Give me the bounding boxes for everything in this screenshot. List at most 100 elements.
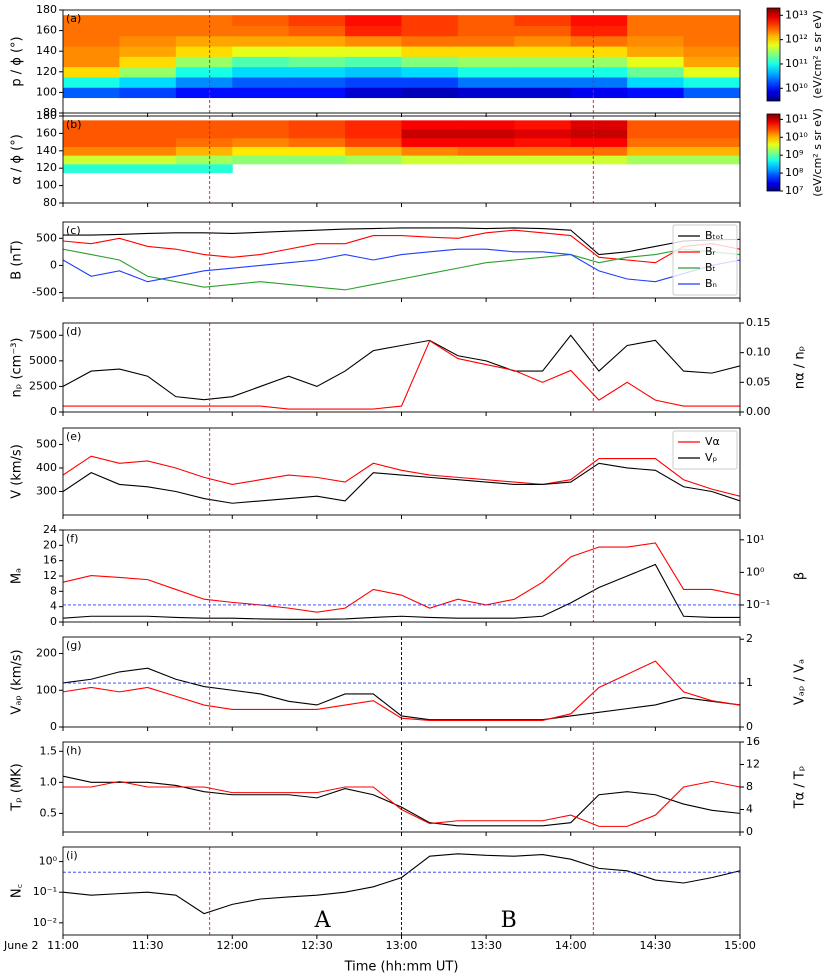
y-axis-label: Mₐ	[10, 568, 25, 584]
y-axis-label: α / ϕ (°)	[10, 134, 25, 185]
heatmap-cell	[570, 137, 628, 147]
heatmap-cell	[627, 87, 685, 99]
legend-box	[672, 430, 738, 470]
heatmap-cell	[627, 15, 685, 26]
y2-tick-label: 4	[746, 803, 753, 816]
heatmap-cell	[514, 46, 572, 57]
y2-tick-label: 8	[746, 780, 753, 793]
heatmap-cell	[345, 66, 402, 78]
y-tick-label: 120	[36, 65, 57, 78]
heatmap-cell	[683, 120, 740, 130]
heatmap-cell	[457, 155, 515, 165]
heatmap-cell	[119, 129, 177, 139]
heatmap-cell	[288, 56, 346, 68]
heatmap-cell	[570, 129, 628, 139]
heatmap-cell	[683, 35, 740, 47]
y-axis-label: Tₚ (MK)	[10, 763, 25, 812]
x-tick-label: 13:30	[470, 939, 502, 952]
heatmap-cell	[175, 56, 233, 68]
heatmap-cell	[345, 25, 402, 37]
panel-label: (d)	[66, 325, 82, 338]
y-tick-label: 24	[43, 523, 57, 536]
x-tick-label: 11:30	[132, 939, 164, 952]
heatmap-cell	[345, 87, 402, 99]
heatmap-cell	[63, 35, 120, 47]
heatmap-cell	[457, 66, 515, 78]
x-tick-label: 12:30	[301, 939, 333, 952]
heatmap-cell	[232, 56, 290, 68]
legend-label: Vα	[705, 435, 720, 448]
heatmap-cell	[232, 120, 290, 130]
legend-box	[672, 224, 738, 296]
heatmap-cell	[175, 163, 233, 174]
heatmap-cell	[570, 46, 628, 57]
heatmap-cell	[457, 146, 515, 156]
y-tick-label: 7500	[29, 328, 57, 341]
y2-axis-label: nα / nₚ	[793, 346, 808, 389]
heatmap-cell	[63, 76, 120, 88]
heatmap-cell	[514, 137, 572, 147]
heatmap-cell	[63, 46, 120, 57]
heatmap-cell	[345, 137, 402, 147]
y-tick-label: 160	[36, 24, 57, 37]
y-tick-label: 10⁻¹	[33, 885, 57, 898]
heatmap-cell	[288, 76, 346, 88]
heatmap-cell	[119, 46, 177, 57]
heatmap-cell	[232, 155, 290, 165]
heatmap-cell	[457, 56, 515, 68]
heatmap-cell	[570, 120, 628, 130]
plot-area	[63, 323, 740, 412]
heatmap-cell	[63, 163, 120, 174]
heatmap-cell	[570, 25, 628, 37]
heatmap-cell	[232, 46, 290, 57]
heatmap-cell	[401, 76, 459, 88]
series-line	[63, 248, 740, 283]
heatmap-cell	[175, 46, 233, 57]
heatmap-cell	[63, 137, 120, 147]
heatmap-cell	[514, 35, 572, 47]
y-tick-label: 0	[50, 258, 57, 271]
plot-area	[63, 222, 740, 298]
heatmap-cell	[345, 146, 402, 156]
y-tick-label: 0	[50, 405, 57, 418]
y2-tick-label: 0	[746, 825, 753, 838]
y-axis-label: nₚ (cm⁻³)	[10, 338, 25, 398]
heatmap-cell	[627, 137, 685, 147]
heatmap-cell	[63, 155, 120, 165]
heatmap-cell	[345, 46, 402, 57]
y2-tick-label: 0.15	[746, 316, 771, 329]
y2-tick-label: 12	[746, 758, 760, 771]
heatmap-cell	[401, 137, 459, 147]
heatmap-cell	[627, 25, 685, 37]
heatmap-cell	[683, 87, 740, 99]
plot-area	[63, 637, 740, 727]
heatmap-cell	[119, 155, 177, 165]
y-tick-label: 20	[43, 538, 57, 551]
heatmap-cell	[63, 25, 120, 37]
panel-label: (h)	[66, 744, 82, 757]
heatmap-cell	[514, 76, 572, 88]
panel-label: (i)	[66, 849, 78, 862]
heatmap-cell	[457, 76, 515, 88]
y-tick-label: 10⁻²	[33, 916, 57, 929]
heatmap-cell	[345, 120, 402, 130]
cbar-tick-label: 10¹³	[785, 8, 808, 21]
heatmap-cell	[683, 155, 740, 165]
heatmap-cell	[288, 35, 346, 47]
plot-area	[63, 116, 740, 203]
cbar-tick-label: 10¹⁰	[785, 130, 808, 143]
panel-frame	[62, 529, 741, 623]
plot-area	[63, 530, 740, 622]
y-tick-label: 100	[36, 179, 57, 192]
cbar-tick-label: 10¹¹	[785, 112, 808, 125]
y-tick-label: -500	[32, 286, 57, 299]
heatmap-cell	[457, 87, 515, 99]
heatmap-cell	[627, 146, 685, 156]
heatmap-cell	[627, 120, 685, 130]
heatmap-cell	[345, 56, 402, 68]
heatmap-cell	[288, 25, 346, 37]
panel-label: (f)	[66, 532, 78, 545]
series-line	[63, 462, 740, 504]
cbar-tick-label: 10⁷	[785, 184, 803, 197]
